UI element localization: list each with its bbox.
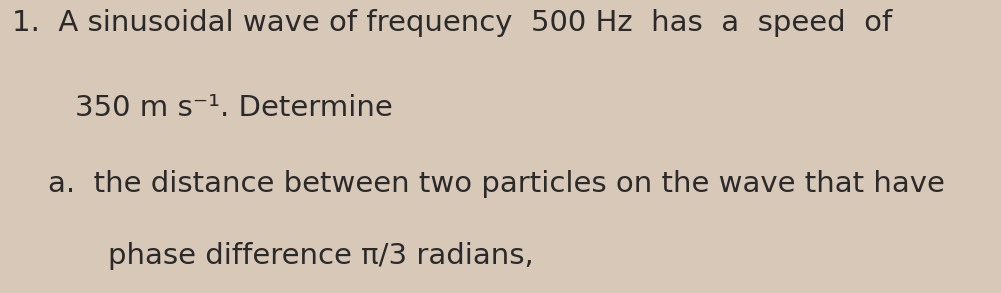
Text: 350 m s⁻¹. Determine: 350 m s⁻¹. Determine: [75, 94, 392, 122]
Text: a.  the distance between two particles on the wave that have: a. the distance between two particles on…: [48, 170, 945, 198]
Text: phase difference π/3 radians,: phase difference π/3 radians,: [108, 242, 534, 270]
Text: 1.  A sinusoidal wave of frequency  500 Hz  has  a  speed  of: 1. A sinusoidal wave of frequency 500 Hz…: [12, 9, 892, 37]
